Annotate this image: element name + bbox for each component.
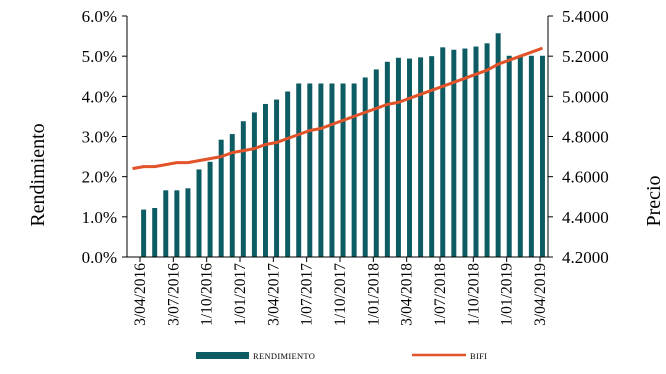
bar-rendimiento xyxy=(329,83,335,257)
bar-rendimiento xyxy=(373,69,379,258)
bar-rendimiento xyxy=(240,121,246,257)
x-tick-label: 1/07/2017 xyxy=(299,263,316,326)
bar-rendimiento xyxy=(351,83,357,257)
x-tick-label: 1/07/2018 xyxy=(432,263,449,326)
x-tick-label: 1/01/2017 xyxy=(232,263,249,326)
left-tick-label: 4.0% xyxy=(82,87,117,106)
right-tick-label: 4.6000 xyxy=(562,168,609,187)
bar-rendimiento xyxy=(473,46,479,257)
right-axis-title: Precio xyxy=(643,175,665,226)
bar-rendimiento xyxy=(528,55,534,257)
bar-rendimiento xyxy=(429,56,435,257)
bar-rendimiento xyxy=(395,57,401,258)
bar-rendimiento xyxy=(318,83,324,257)
bar-rendimiento xyxy=(440,47,446,257)
bar-rendimiento xyxy=(163,190,169,257)
left-tick-label: 1.0% xyxy=(82,208,117,227)
x-tick-label: 3/04/2018 xyxy=(399,263,416,326)
right-tick-label: 4.8000 xyxy=(562,128,609,147)
bar-rendimiento xyxy=(451,49,457,257)
right-tick-label: 4.4000 xyxy=(562,208,609,227)
bar-rendimiento xyxy=(207,161,213,257)
x-tick-label: 1/10/2016 xyxy=(199,263,216,326)
bar-rendimiento xyxy=(506,55,512,257)
bar-rendimiento xyxy=(407,58,413,258)
bar-rendimiento xyxy=(340,83,346,257)
bar-rendimiento xyxy=(251,112,257,258)
bar-rendimiento xyxy=(185,188,191,257)
x-axis-ticks: 3/04/2016 3/07/2016 1/10/2016 1/01/2017 3/04… xyxy=(132,257,549,326)
legend-swatch-rendimiento xyxy=(196,352,249,359)
left-tick-label: 5.0% xyxy=(82,47,117,66)
right-axis-ticks: 4.2000 4.4000 4.6000 4.8000 5.0000 5.2000 5.40… xyxy=(548,7,609,267)
left-tick-label: 3.0% xyxy=(82,128,117,147)
bar-rendimiento xyxy=(418,57,424,257)
right-tick-label: 5.4000 xyxy=(562,7,609,26)
left-tick-label: 6.0% xyxy=(82,7,117,26)
bar-rendimiento xyxy=(384,61,390,257)
bar-rendimiento xyxy=(517,55,523,257)
right-tick-label: 5.0000 xyxy=(562,87,609,106)
bar-rendimiento xyxy=(229,134,235,257)
bar-rendimiento xyxy=(495,33,501,257)
bar-rendimiento xyxy=(362,77,368,257)
x-tick-label: 1/01/2019 xyxy=(499,263,516,326)
line-series-bifi xyxy=(132,46,544,171)
bar-series-rendimiento xyxy=(141,33,545,258)
bar-rendimiento xyxy=(274,99,280,258)
bar-rendimiento xyxy=(285,91,291,257)
left-tick-label: 2.0% xyxy=(82,168,117,187)
x-tick-label: 3/04/2016 xyxy=(132,263,149,326)
bar-rendimiento xyxy=(174,190,180,257)
bar-rendimiento xyxy=(484,43,490,258)
bar-rendimiento xyxy=(539,55,545,257)
right-tick-label: 4.2000 xyxy=(562,248,609,267)
bar-rendimiento xyxy=(262,103,268,257)
bar-rendimiento xyxy=(307,83,313,257)
bar-rendimiento xyxy=(152,207,158,257)
x-tick-label: 1/01/2018 xyxy=(365,263,382,326)
bar-rendimiento xyxy=(196,169,202,257)
legend: RENDIMIENTO BIFI xyxy=(196,351,487,361)
legend-label-bifi: BIFI xyxy=(470,351,487,361)
x-tick-label: 3/04/2017 xyxy=(265,263,282,326)
bar-rendimiento xyxy=(218,139,224,257)
left-axis-ticks: 0.0% 1.0% 2.0% 3.0% 4.0% 5.0% 6.0% xyxy=(82,7,127,267)
bar-rendimiento xyxy=(462,48,468,257)
x-tick-label: 3/04/2019 xyxy=(532,263,549,326)
legend-label-rendimiento: RENDIMIENTO xyxy=(253,351,315,361)
bar-rendimiento xyxy=(141,209,147,257)
x-tick-label: 1/10/2018 xyxy=(465,263,482,326)
right-tick-label: 5.2000 xyxy=(562,47,609,66)
x-tick-label: 1/10/2017 xyxy=(332,263,349,326)
bar-rendimiento xyxy=(296,83,302,257)
left-axis-title: Rendimiento xyxy=(27,123,49,226)
left-tick-label: 0.0% xyxy=(82,248,117,267)
line-bifi xyxy=(132,46,544,171)
x-tick-label: 3/07/2016 xyxy=(165,263,182,326)
